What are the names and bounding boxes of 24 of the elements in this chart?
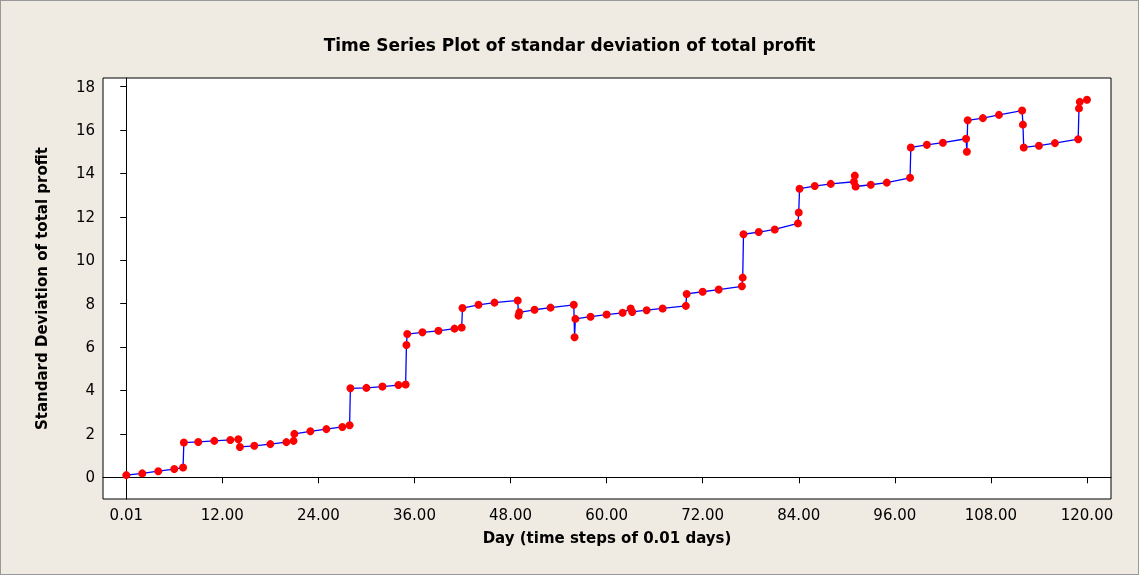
x-tick-label: 0.01 <box>109 505 143 524</box>
x-tick-label: 12.00 <box>200 505 244 524</box>
y-tick-label: 10 <box>75 251 95 270</box>
x-tick-label: 96.00 <box>873 505 917 524</box>
y-axis-title: Standard Deviation of total profit <box>32 146 51 431</box>
x-axis-title: Day (time steps of 0.01 days) <box>482 528 732 547</box>
x-tick-label: 84.00 <box>777 505 821 524</box>
y-tick-label: 0 <box>85 468 95 487</box>
y-tick-label: 12 <box>75 207 95 226</box>
x-tick-label: 72.00 <box>681 505 725 524</box>
y-tick-label: 8 <box>85 294 95 313</box>
x-tick-label: 36.00 <box>392 505 436 524</box>
x-tick-label: 60.00 <box>585 505 629 524</box>
x-tick-label: 120.00 <box>1060 505 1114 524</box>
x-tick-label: 108.00 <box>964 505 1018 524</box>
x-tick-label: 24.00 <box>296 505 340 524</box>
chart-title: Time Series Plot of standar deviation of total profit <box>323 34 816 55</box>
y-tick-label: 4 <box>85 381 95 400</box>
y-tick-label: 14 <box>75 164 95 183</box>
y-tick-label: 18 <box>75 77 95 96</box>
y-tick-label: 6 <box>85 338 95 357</box>
x-tick-label: 48.00 <box>489 505 532 524</box>
y-tick-label: 16 <box>75 121 95 140</box>
y-tick-label: 2 <box>85 424 95 443</box>
